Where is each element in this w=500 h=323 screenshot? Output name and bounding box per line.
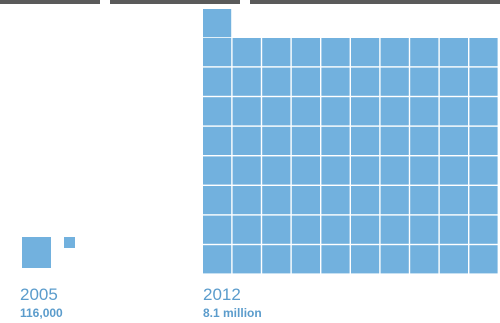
unit-square-2012 — [262, 67, 291, 96]
unit-square-2012 — [321, 215, 350, 244]
unit-square-2012 — [351, 156, 380, 185]
unit-square-2012 — [203, 38, 232, 67]
unit-square-2012 — [410, 126, 439, 155]
unit-square-2012 — [439, 245, 468, 274]
unit-square-2012 — [291, 215, 320, 244]
unit-square-2012 — [469, 245, 498, 274]
unit-square-2012 — [439, 215, 468, 244]
unit-square-2012 — [291, 67, 320, 96]
unit-square-2012 — [321, 245, 350, 274]
unit-square-2012 — [410, 97, 439, 126]
unit-square-2012 — [262, 97, 291, 126]
unit-square-2012 — [203, 126, 232, 155]
unit-square-2012 — [469, 156, 498, 185]
unit-square-2012 — [380, 156, 409, 185]
unit-square-2012 — [321, 97, 350, 126]
unit-square-2012 — [232, 186, 261, 215]
unit-square-2012 — [380, 215, 409, 244]
unit-square-2012 — [469, 126, 498, 155]
unit-square-2012 — [203, 67, 232, 96]
unit-square-2012 — [232, 245, 261, 274]
unit-square-2012 — [351, 97, 380, 126]
unit-square-2012 — [469, 67, 498, 96]
unit-square-2012 — [262, 186, 291, 215]
unit-square-2012 — [410, 67, 439, 96]
unit-square-2012 — [351, 67, 380, 96]
unit-square-2012 — [321, 156, 350, 185]
unit-square-2012 — [351, 186, 380, 215]
unit-square-2012 — [262, 38, 291, 67]
unit-square-2012 — [380, 38, 409, 67]
unit-square-2012 — [439, 97, 468, 126]
unit-square-2012 — [469, 186, 498, 215]
unit-square-2012 — [232, 126, 261, 155]
unit-square-2012 — [203, 215, 232, 244]
unit-square-2012 — [203, 156, 232, 185]
year-label-2012: 2012 — [203, 285, 241, 304]
unit-square-2012 — [469, 97, 498, 126]
unit-square-2012 — [469, 215, 498, 244]
unit-square-2012 — [410, 186, 439, 215]
unit-square-2012 — [439, 38, 468, 67]
unit-square-2012 — [439, 67, 468, 96]
unit-square-2012 — [410, 215, 439, 244]
unit-square-2012 — [439, 156, 468, 185]
unit-square-2012 — [380, 245, 409, 274]
cropped-header-text — [0, 0, 500, 4]
unit-square-2012 — [410, 245, 439, 274]
unit-square-2012 — [232, 38, 261, 67]
unit-square-2012 — [291, 97, 320, 126]
unit-square-2012 — [321, 186, 350, 215]
unit-square-2012 — [469, 38, 498, 67]
unit-square-2012 — [439, 126, 468, 155]
year-label-2005: 2005 — [20, 285, 58, 304]
unit-square-2012-extra — [203, 9, 232, 38]
unit-square-2012 — [380, 126, 409, 155]
unit-square-2012 — [291, 156, 320, 185]
unit-square-2012 — [439, 186, 468, 215]
unit-square-2012 — [410, 38, 439, 67]
unit-square-2012 — [380, 97, 409, 126]
unit-square-2012 — [321, 67, 350, 96]
unit-square-2012 — [291, 126, 320, 155]
unit-square-2012 — [232, 67, 261, 96]
unit-square-2012 — [380, 186, 409, 215]
unit-square-2012 — [291, 38, 320, 67]
unit-square-2012 — [262, 156, 291, 185]
unit-square-2012 — [262, 126, 291, 155]
unit-square-2012 — [203, 245, 232, 274]
unit-square-2012 — [321, 126, 350, 155]
unit-square-2012 — [351, 215, 380, 244]
unit-square-2012 — [203, 97, 232, 126]
unit-square-2012 — [232, 215, 261, 244]
fraction-square-2005 — [64, 237, 75, 248]
value-label-2012: 8.1 million — [203, 306, 262, 320]
unit-square-2012 — [232, 156, 261, 185]
unit-square-2005 — [22, 237, 51, 268]
unit-square-2012 — [351, 126, 380, 155]
unit-square-2012 — [203, 186, 232, 215]
unit-square-2012 — [291, 186, 320, 215]
unit-square-2012 — [291, 245, 320, 274]
unit-square-2012 — [262, 215, 291, 244]
value-label-2005: 116,000 — [20, 306, 63, 320]
unit-square-2012 — [232, 97, 261, 126]
unit-square-2012 — [262, 245, 291, 274]
unit-square-2012 — [410, 156, 439, 185]
unit-square-2012 — [351, 38, 380, 67]
unit-square-2012 — [321, 38, 350, 67]
unit-square-2012 — [380, 67, 409, 96]
unit-square-2012 — [351, 245, 380, 274]
